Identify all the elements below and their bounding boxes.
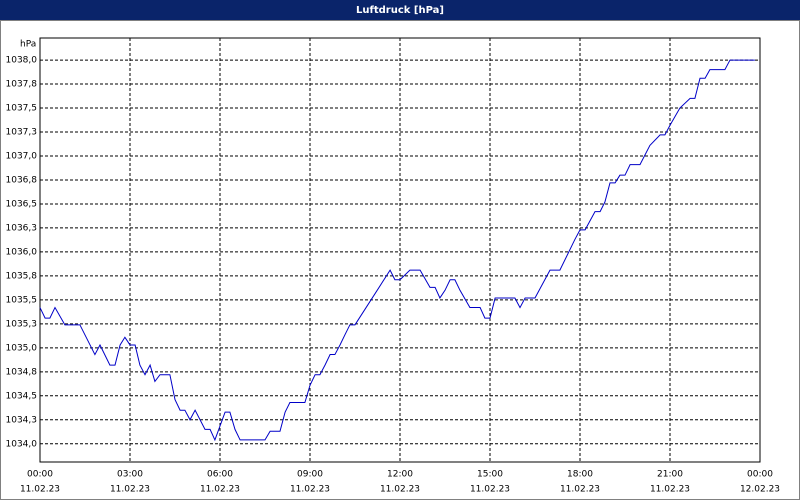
x-tick-date: 11.02.23 [470,485,510,495]
chart-title: Luftdruck [hPa] [356,5,444,16]
y-tick-label: 1037,5 [6,104,38,114]
y-tick-label: 1035,8 [6,271,38,281]
y-axis-label: hPa [20,40,36,50]
x-tick-date: 11.02.23 [650,485,690,495]
y-tick-label: 1035,3 [6,319,38,329]
x-tick-label: 06:00 [207,470,233,480]
y-tick-label: 1036,8 [6,175,38,185]
y-tick-label: 1034,0 [6,439,38,449]
x-tick-date: 11.02.23 [560,485,600,495]
x-tick-date: 12.02.23 [740,485,780,495]
y-tick-label: 1035,0 [6,343,38,353]
y-tick-label: 1038,0 [6,56,38,66]
x-tick-date: 11.02.23 [110,485,150,495]
title-bar [0,0,800,20]
x-tick-date: 11.02.23 [200,485,240,495]
x-tick-label: 00:00 [27,470,53,480]
y-tick-label: 1037,8 [6,80,38,90]
y-tick-label: 1034,8 [6,367,38,377]
y-tick-label: 1037,3 [6,128,38,138]
data-line [39,59,755,442]
x-tick-label: 12:00 [387,470,413,480]
x-tick-label: 15:00 [477,470,503,480]
x-tick-label: 09:00 [297,470,323,480]
x-tick-label: 18:00 [567,470,593,480]
y-tick-label: 1035,5 [6,295,38,305]
x-tick-label: 00:00 [747,470,773,480]
x-tick-label: 03:00 [117,470,143,480]
y-tick-label: 1036,0 [6,247,38,257]
y-tick-label: 1037,0 [6,151,38,161]
y-tick-label: 1036,3 [6,223,38,233]
y-tick-label: 1034,5 [6,391,38,401]
y-tick-label: 1036,5 [6,199,38,209]
y-tick-label: 1034,3 [6,415,38,425]
x-tick-date: 11.02.23 [20,485,60,495]
x-tick-date: 11.02.23 [380,485,420,495]
x-tick-date: 11.02.23 [290,485,330,495]
x-tick-label: 21:00 [657,470,683,480]
